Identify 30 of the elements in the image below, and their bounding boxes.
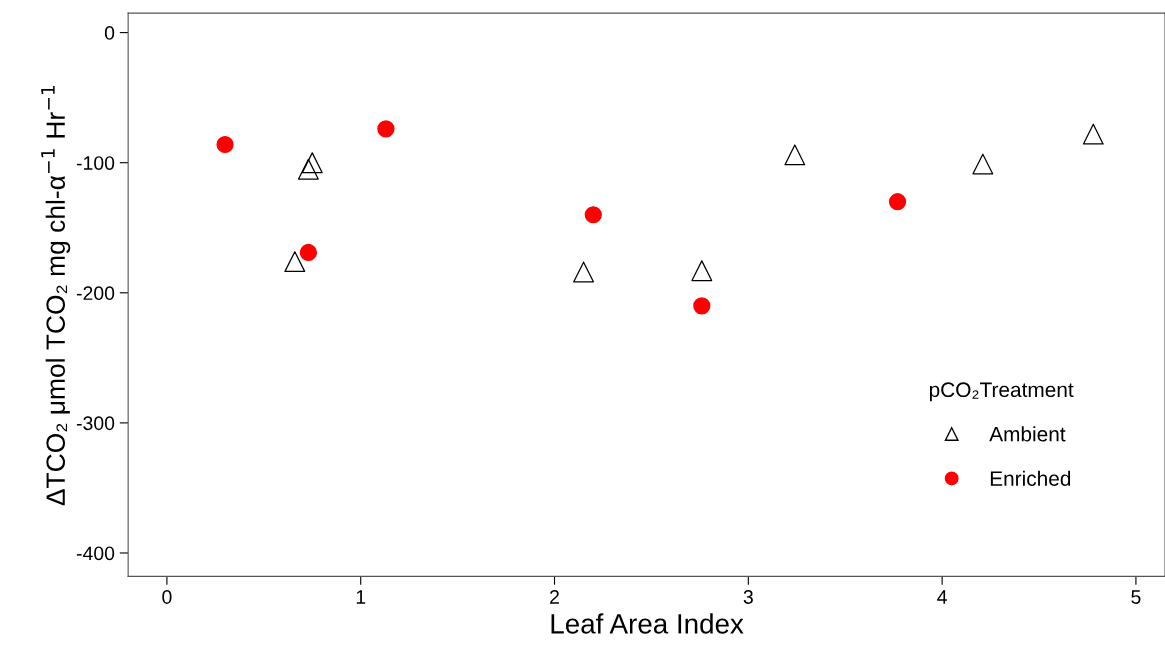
point xyxy=(299,243,318,262)
y-tick-label: 0 xyxy=(104,26,115,40)
y-axis-title: ΔTCO₂ μmol TCO₂ mg chl-α$^{−1}$ Hr$^{−1}$ xyxy=(41,85,71,506)
y-tick-label: -400 xyxy=(76,546,115,561)
x-tick-label: 3 xyxy=(743,590,753,604)
y-tick-label: -100 xyxy=(76,156,115,170)
point xyxy=(573,261,595,283)
point xyxy=(972,153,994,175)
point xyxy=(888,193,907,211)
legend-title: pCO₂Treatment xyxy=(929,382,1074,402)
x-tick-label: 4 xyxy=(937,590,947,604)
x-tick-label: 5 xyxy=(1131,590,1141,604)
x-tick-label: 2 xyxy=(550,590,559,604)
point xyxy=(691,260,713,282)
point xyxy=(693,297,711,315)
legend-label: Ambient xyxy=(989,426,1066,442)
x-tick-label: 0 xyxy=(162,590,172,604)
point xyxy=(297,158,319,180)
point xyxy=(377,120,395,138)
x-tick-label: 1 xyxy=(356,590,366,604)
point xyxy=(216,135,234,154)
x-axis-title: Leaf Area Index xyxy=(551,613,744,634)
point xyxy=(584,206,602,224)
y-tick-label: -200 xyxy=(76,286,115,301)
point xyxy=(284,251,306,273)
y-tick-label: -300 xyxy=(76,416,115,431)
point xyxy=(784,144,806,166)
legend-label: Enriched xyxy=(990,470,1071,486)
point xyxy=(301,152,323,174)
point xyxy=(1082,123,1104,145)
